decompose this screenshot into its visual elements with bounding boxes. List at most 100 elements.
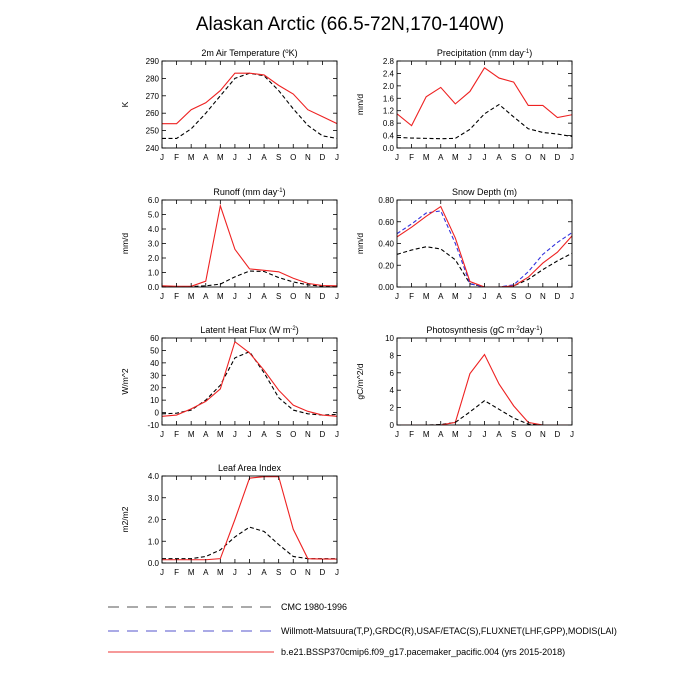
x-tick-label: J — [248, 568, 252, 577]
y-axis-label: W/m^2 — [120, 368, 130, 394]
x-tick-label: S — [511, 430, 516, 439]
panel-gpp: Photosynthesis (gC m-2day-1) gC/m^2/d 0 2 4 6… — [355, 325, 574, 439]
x-tick-label: O — [525, 153, 531, 162]
panel-runoff: Runoff (mm day-1) mm/d 0.0 1.0 2.0 3.0 4.0 5.0 6… — [120, 187, 339, 301]
x-tick-label: M — [188, 568, 195, 577]
plot-frame — [161, 199, 338, 288]
x-tick-label: J — [248, 292, 252, 301]
x-tick-label: F — [174, 568, 179, 577]
y-tick-label: 30 — [150, 371, 159, 380]
x-tick-label: S — [276, 568, 281, 577]
y-tick-label: 6 — [390, 369, 395, 378]
series-line-obs — [162, 350, 337, 416]
x-tick-label: J — [468, 292, 472, 301]
y-tick-label: 0.40 — [378, 240, 394, 249]
x-tick-label: M — [423, 292, 430, 301]
panel-title: Snow Depth (m) — [452, 187, 517, 197]
x-tick-label: D — [320, 568, 326, 577]
y-tick-label: 2.8 — [383, 57, 395, 66]
x-tick-label: N — [305, 568, 311, 577]
y-tick-label: 20 — [150, 384, 159, 393]
plot-frame — [396, 60, 573, 149]
x-tick-label: J — [248, 153, 252, 162]
x-tick-label: M — [188, 292, 195, 301]
x-tick-label: J — [570, 153, 574, 162]
x-tick-label: J — [160, 292, 164, 301]
y-tick-label: 0 — [155, 409, 160, 418]
y-tick-label: 2.0 — [383, 82, 395, 91]
y-tick-label: 4 — [390, 386, 395, 395]
x-tick-label: D — [555, 430, 561, 439]
y-axis-label: m2/m2 — [120, 506, 130, 532]
x-tick-label: J — [160, 430, 164, 439]
x-tick-label: N — [540, 430, 546, 439]
x-tick-label: J — [468, 153, 472, 162]
x-tick-label: J — [468, 430, 472, 439]
x-tick-label: D — [555, 153, 561, 162]
plot-frame — [161, 475, 338, 564]
panel-title: Leaf Area Index — [218, 463, 282, 473]
y-tick-label: 250 — [146, 127, 160, 136]
series-line-cmc — [397, 246, 572, 287]
panel-title: Runoff (mm day-1) — [213, 187, 285, 197]
x-tick-label: A — [203, 153, 209, 162]
y-tick-label: 0.60 — [378, 218, 394, 227]
y-tick-label: 0.8 — [383, 119, 395, 128]
x-tick-label: J — [483, 430, 487, 439]
x-tick-label: J — [160, 568, 164, 577]
x-tick-label: M — [188, 153, 195, 162]
x-tick-label: A — [203, 430, 209, 439]
series-line-obs — [397, 399, 572, 425]
legend-entry: Willmott-Matsuura(T,P),GRDC(R),USAF/ETAC… — [108, 626, 617, 636]
y-tick-label: 8 — [390, 351, 395, 360]
x-tick-label: A — [261, 430, 267, 439]
x-tick-label: J — [395, 292, 399, 301]
x-tick-label: J — [335, 292, 339, 301]
y-axis-label: gC/m^2/d — [355, 363, 365, 399]
x-tick-label: N — [305, 153, 311, 162]
y-tick-label: 4.0 — [148, 225, 160, 234]
x-tick-label: J — [233, 292, 237, 301]
y-axis-label: K — [120, 101, 130, 107]
series-line-model — [162, 203, 337, 287]
x-tick-label: F — [174, 153, 179, 162]
panel-precip: Precipitation (mm day-1) mm/d 0.0 0.4 0.8 1.2… — [355, 48, 574, 162]
y-tick-label: 10 — [385, 334, 394, 343]
x-tick-label: O — [290, 430, 296, 439]
y-tick-label: 240 — [146, 144, 160, 153]
y-tick-label: -10 — [147, 421, 159, 430]
series-line-model — [397, 67, 572, 127]
legend-entry: CMC 1980-1996 — [108, 602, 347, 612]
plot-frame — [161, 60, 338, 149]
y-tick-label: 1.0 — [148, 537, 160, 546]
x-tick-label: M — [423, 153, 430, 162]
x-tick-label: J — [233, 153, 237, 162]
x-tick-label: O — [525, 292, 531, 301]
y-tick-label: 3.0 — [148, 494, 160, 503]
x-tick-label: S — [276, 292, 281, 301]
y-tick-label: 260 — [146, 109, 160, 118]
x-tick-label: M — [423, 430, 430, 439]
x-tick-label: A — [203, 568, 209, 577]
y-tick-label: 270 — [146, 92, 160, 101]
x-tick-label: S — [276, 153, 281, 162]
series-line-model — [397, 205, 572, 287]
x-tick-label: A — [496, 153, 502, 162]
series-line-obs — [162, 72, 337, 139]
legend-label: Willmott-Matsuura(T,P),GRDC(R),USAF/ETAC… — [281, 626, 617, 636]
x-tick-label: J — [570, 292, 574, 301]
y-tick-label: 2 — [390, 404, 395, 413]
x-tick-label: M — [452, 430, 459, 439]
x-tick-label: J — [483, 292, 487, 301]
panel-title: 2m Air Temperature (oK) — [201, 48, 297, 58]
y-tick-label: 5.0 — [148, 211, 160, 220]
y-tick-label: 2.0 — [148, 254, 160, 263]
y-tick-label: 50 — [150, 346, 159, 355]
y-tick-label: 1.0 — [148, 269, 160, 278]
series-line-obs — [397, 103, 572, 140]
x-tick-label: J — [335, 568, 339, 577]
y-tick-label: 0 — [390, 421, 395, 430]
y-axis-label: mm/d — [355, 94, 365, 116]
y-tick-label: 40 — [150, 359, 159, 368]
